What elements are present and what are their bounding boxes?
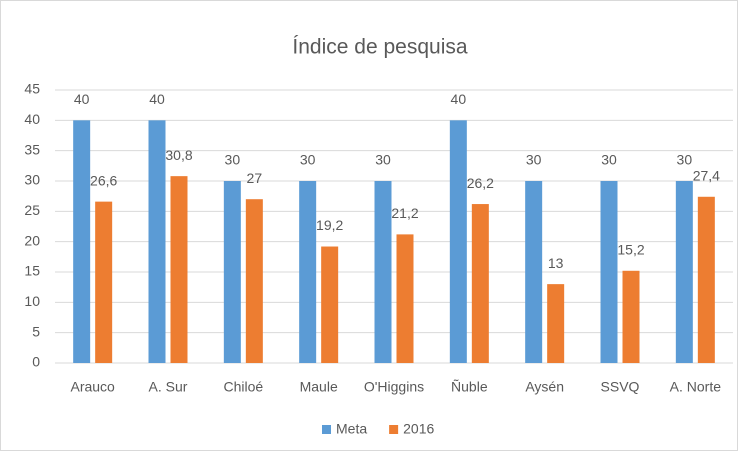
- y-tick-label: 5: [32, 323, 40, 339]
- bar: [449, 120, 467, 363]
- bar: [396, 234, 414, 363]
- y-tick-label: 10: [24, 293, 40, 309]
- data-label: 40: [149, 91, 165, 107]
- data-label: 30: [375, 152, 391, 168]
- data-label: 21,2: [391, 205, 418, 221]
- y-tick-label: 25: [24, 202, 40, 218]
- chart-title: Índice de pesquisa: [292, 36, 467, 59]
- data-label: 30: [526, 152, 542, 168]
- y-tick-label: 45: [24, 81, 40, 97]
- y-tick-label: 15: [24, 263, 40, 279]
- bar: [374, 181, 392, 363]
- data-label: 30: [601, 152, 617, 168]
- data-label: 19,2: [316, 217, 343, 233]
- y-tick-label: 40: [24, 111, 40, 127]
- y-tick-label: 0: [32, 354, 40, 370]
- x-tick-label: A. Norte: [670, 379, 722, 395]
- data-label: 13: [548, 255, 564, 271]
- bar: [299, 181, 317, 363]
- bar: [73, 120, 91, 363]
- bar: [547, 284, 565, 363]
- x-tick-label: Maule: [300, 379, 338, 395]
- bar: [471, 204, 489, 363]
- bar: [697, 196, 715, 363]
- x-tick-label: A. Sur: [149, 379, 188, 395]
- legend-label: 2016: [403, 421, 434, 437]
- bar: [600, 181, 618, 363]
- data-label: 30: [225, 152, 241, 168]
- bar: [675, 181, 693, 363]
- y-tick-label: 30: [24, 172, 40, 188]
- x-tick-label: Ñuble: [451, 379, 488, 395]
- legend-swatch: [389, 425, 399, 434]
- data-label: 15,2: [617, 241, 644, 257]
- data-label: 27,4: [693, 167, 720, 183]
- bar: [223, 181, 241, 363]
- data-label: 30,8: [165, 147, 192, 163]
- x-tick-label: O'Higgins: [364, 379, 424, 395]
- x-tick-label: SSVQ: [601, 379, 640, 395]
- legend-swatch: [322, 425, 331, 434]
- bar: [245, 199, 263, 363]
- x-tick-label: Aysén: [525, 379, 564, 395]
- bar: [148, 120, 166, 363]
- bar: [95, 201, 113, 363]
- bar: [622, 270, 640, 363]
- x-tick-label: Chiloé: [223, 379, 263, 395]
- data-label: 27: [247, 170, 263, 186]
- data-label: 40: [451, 91, 467, 107]
- x-tick-label: Arauco: [70, 379, 115, 395]
- y-tick-label: 35: [24, 141, 40, 157]
- bar: [525, 181, 543, 363]
- data-label: 30: [677, 152, 693, 168]
- data-label: 26,6: [90, 172, 117, 188]
- legend-label: Meta: [336, 421, 367, 437]
- bar: [170, 176, 188, 363]
- data-label: 30: [300, 152, 316, 168]
- y-tick-label: 20: [24, 232, 40, 248]
- data-label: 26,2: [467, 175, 494, 191]
- bar: [321, 246, 339, 363]
- data-label: 40: [74, 91, 90, 107]
